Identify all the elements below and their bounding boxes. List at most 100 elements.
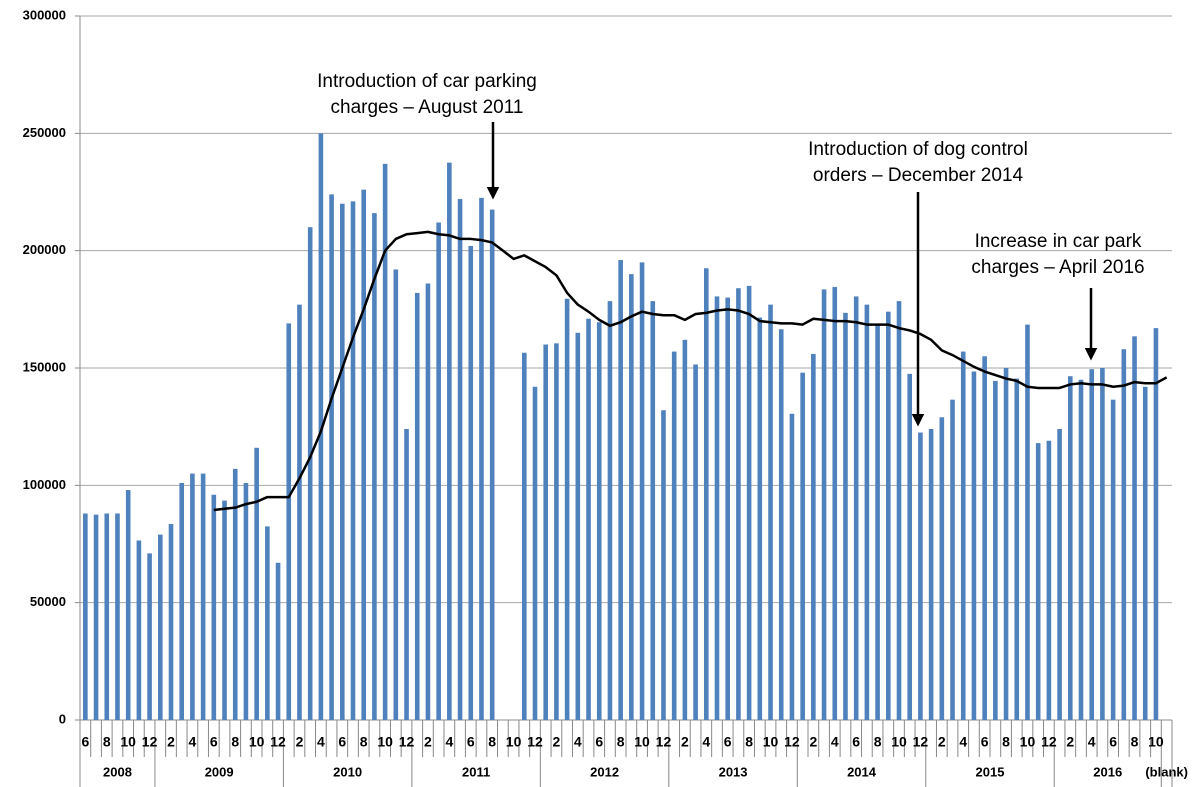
y-tick-label: 0	[59, 711, 66, 726]
x-tick-label: 12	[784, 734, 800, 750]
bar	[168, 524, 174, 720]
bar	[104, 513, 110, 720]
bar	[596, 322, 602, 720]
bar	[853, 296, 859, 720]
bar	[157, 534, 163, 720]
bar	[1110, 399, 1116, 720]
bar	[639, 262, 645, 720]
annotation-text: Increase in car park	[975, 231, 1142, 252]
bar	[554, 343, 559, 720]
bar	[1132, 336, 1137, 720]
x-tick-label: 2	[296, 734, 304, 750]
bar	[789, 413, 795, 720]
x-tick-label: 4	[959, 734, 967, 750]
bar	[179, 482, 185, 720]
bar	[318, 133, 324, 721]
bar	[93, 514, 99, 720]
bar	[414, 292, 420, 720]
bar	[746, 285, 752, 720]
bar	[736, 288, 741, 720]
x-tick-label: 8	[745, 734, 753, 750]
x-tick-label: 10	[506, 734, 522, 750]
bar	[329, 194, 334, 720]
bar	[725, 297, 731, 720]
bar	[607, 301, 613, 720]
bar	[372, 213, 377, 720]
bar	[339, 203, 345, 720]
bar	[543, 344, 549, 720]
bar	[1003, 368, 1009, 720]
year-label: 2011	[462, 764, 490, 779]
bar	[843, 312, 848, 720]
x-tick-label: 10	[377, 734, 393, 750]
year-label: 2012	[590, 764, 619, 779]
x-tick-label: 12	[656, 734, 672, 750]
bar	[136, 540, 142, 720]
x-tick-label: 10	[634, 734, 650, 750]
x-tick-label: 4	[831, 734, 839, 750]
bar	[693, 364, 698, 720]
y-tick-label: 150000	[23, 359, 66, 374]
year-label: (blank)	[1145, 764, 1188, 779]
year-label: 2013	[719, 764, 748, 779]
x-tick-label: 4	[574, 734, 582, 750]
x-tick-label: 2	[681, 734, 689, 750]
x-tick-label: 4	[317, 734, 325, 750]
y-tick-label: 100000	[23, 477, 66, 492]
x-tick-label: 10	[891, 734, 907, 750]
bar	[885, 311, 891, 720]
x-tick-label: 8	[617, 734, 625, 750]
bar	[382, 163, 388, 721]
bar	[650, 301, 656, 720]
bar	[361, 189, 367, 721]
bar	[950, 399, 955, 720]
x-tick-label: 2	[424, 734, 432, 750]
bar	[993, 380, 998, 720]
annotation-text: orders – December 2014	[813, 165, 1024, 186]
x-tick-label: 2	[938, 734, 946, 750]
x-tick-label: 8	[1002, 734, 1010, 750]
bar	[222, 500, 227, 720]
bar	[800, 372, 805, 720]
x-tick-label: 2	[1066, 734, 1074, 750]
year-label: 2009	[205, 764, 234, 779]
bar	[425, 283, 431, 720]
moving-average-line	[213, 230, 1168, 512]
bar	[575, 332, 581, 720]
bar	[532, 386, 538, 720]
x-tick-label: 6	[595, 734, 603, 750]
x-tick-label: 12	[527, 734, 543, 750]
x-tick-label: 4	[1088, 734, 1096, 750]
bar	[125, 490, 131, 720]
bar	[564, 298, 570, 720]
bar	[190, 473, 195, 720]
x-tick-label: 12	[1041, 734, 1057, 750]
x-tick-label: 2	[167, 734, 175, 750]
x-tick-label: 8	[360, 734, 368, 750]
bar	[1078, 379, 1084, 720]
x-tick-label: 10	[120, 734, 136, 750]
year-label: 2016	[1093, 764, 1122, 779]
bar	[479, 197, 484, 720]
bar	[928, 429, 934, 720]
bar	[275, 562, 281, 720]
x-tick-label: 6	[1109, 734, 1117, 750]
x-tick-label: 6	[467, 734, 475, 750]
bar	[307, 227, 313, 720]
bar	[447, 162, 452, 720]
bar	[83, 513, 88, 720]
year-label: 2014	[847, 764, 877, 779]
x-tick-label: 6	[81, 734, 89, 750]
bar	[200, 473, 206, 720]
x-tick-label: 8	[874, 734, 882, 750]
bar	[1025, 324, 1030, 720]
bar	[521, 352, 527, 720]
bar	[286, 323, 292, 720]
y-tick-label: 250000	[23, 125, 66, 140]
bar	[1089, 369, 1095, 720]
bar	[297, 304, 302, 720]
bar	[768, 304, 773, 720]
x-tick-label: 6	[210, 734, 218, 750]
bar	[586, 318, 591, 720]
